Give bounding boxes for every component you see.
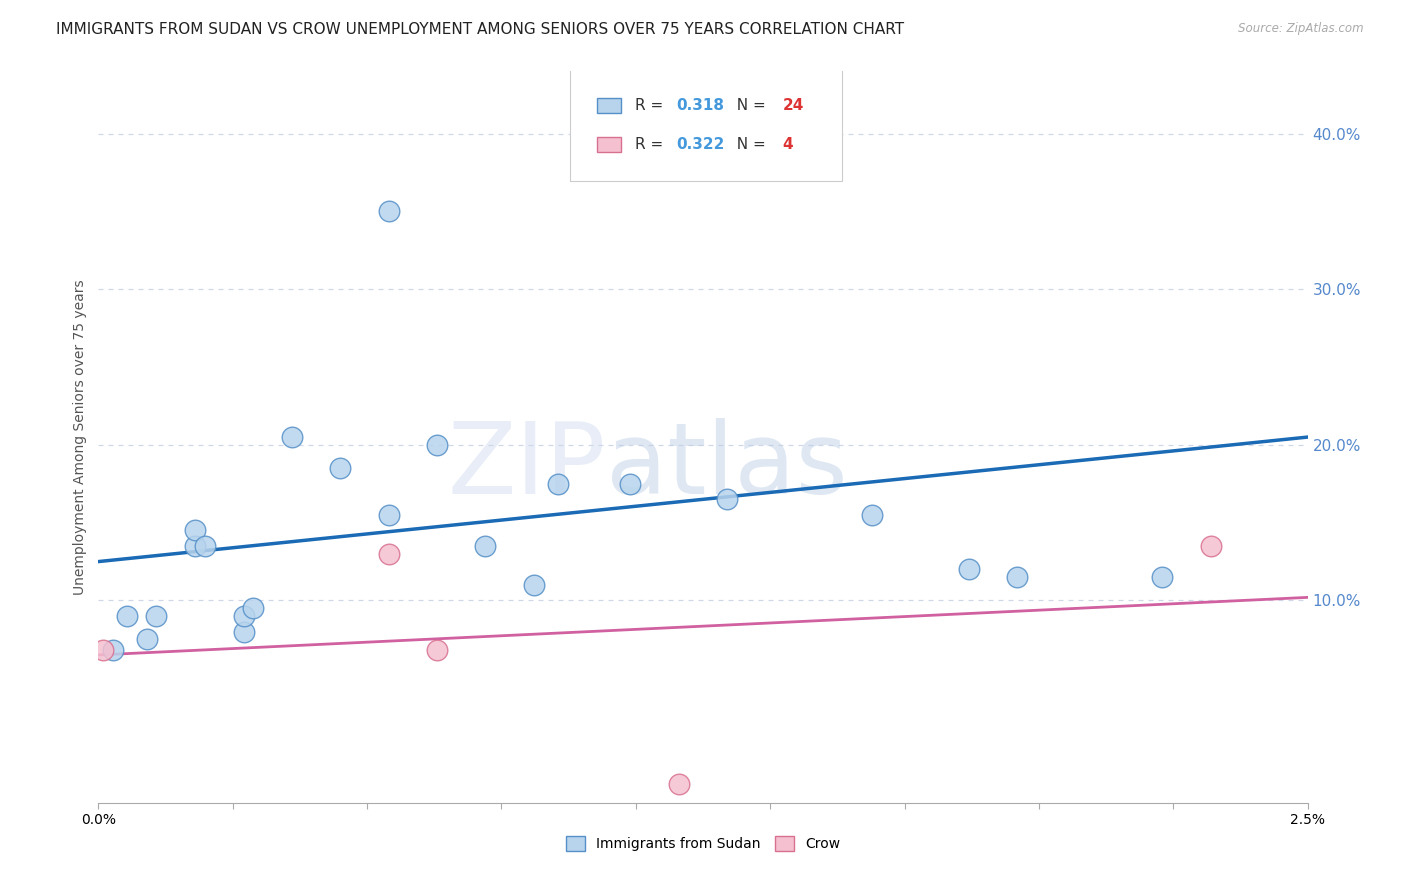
- Text: N =: N =: [727, 98, 770, 113]
- Point: [547, 476, 569, 491]
- Point: [1007, 570, 1029, 584]
- Point: [426, 643, 449, 657]
- Point: [860, 508, 883, 522]
- Point: [1199, 539, 1222, 553]
- Point: [329, 461, 352, 475]
- Text: R =: R =: [636, 98, 668, 113]
- Point: [377, 508, 399, 522]
- Point: [716, 492, 738, 507]
- Point: [184, 524, 207, 538]
- Point: [184, 539, 207, 553]
- Text: 24: 24: [783, 98, 804, 113]
- Text: R =: R =: [636, 137, 668, 152]
- Point: [194, 539, 217, 553]
- Point: [91, 643, 114, 657]
- Point: [281, 430, 304, 444]
- FancyBboxPatch shape: [596, 137, 621, 152]
- FancyBboxPatch shape: [596, 98, 621, 113]
- Text: N =: N =: [727, 137, 776, 152]
- Point: [135, 632, 157, 647]
- Text: Source: ZipAtlas.com: Source: ZipAtlas.com: [1239, 22, 1364, 36]
- Point: [668, 777, 690, 791]
- Point: [145, 609, 167, 624]
- Point: [1152, 570, 1174, 584]
- Text: ZIP: ZIP: [449, 417, 606, 515]
- Text: atlas: atlas: [606, 417, 848, 515]
- Point: [232, 624, 254, 639]
- Text: 0.322: 0.322: [676, 137, 724, 152]
- Point: [232, 609, 254, 624]
- Point: [242, 601, 264, 615]
- Point: [117, 609, 139, 624]
- Text: 4: 4: [783, 137, 793, 152]
- Text: 0.318: 0.318: [676, 98, 724, 113]
- Point: [474, 539, 496, 553]
- Text: IMMIGRANTS FROM SUDAN VS CROW UNEMPLOYMENT AMONG SENIORS OVER 75 YEARS CORRELATI: IMMIGRANTS FROM SUDAN VS CROW UNEMPLOYME…: [56, 22, 904, 37]
- Y-axis label: Unemployment Among Seniors over 75 years: Unemployment Among Seniors over 75 years: [73, 279, 87, 595]
- Point: [377, 204, 399, 219]
- Point: [619, 476, 641, 491]
- FancyBboxPatch shape: [569, 68, 842, 181]
- Point: [101, 643, 124, 657]
- Point: [957, 562, 980, 576]
- Point: [377, 547, 399, 561]
- Point: [426, 438, 449, 452]
- Point: [523, 578, 546, 592]
- Legend: Immigrants from Sudan, Crow: Immigrants from Sudan, Crow: [558, 830, 848, 858]
